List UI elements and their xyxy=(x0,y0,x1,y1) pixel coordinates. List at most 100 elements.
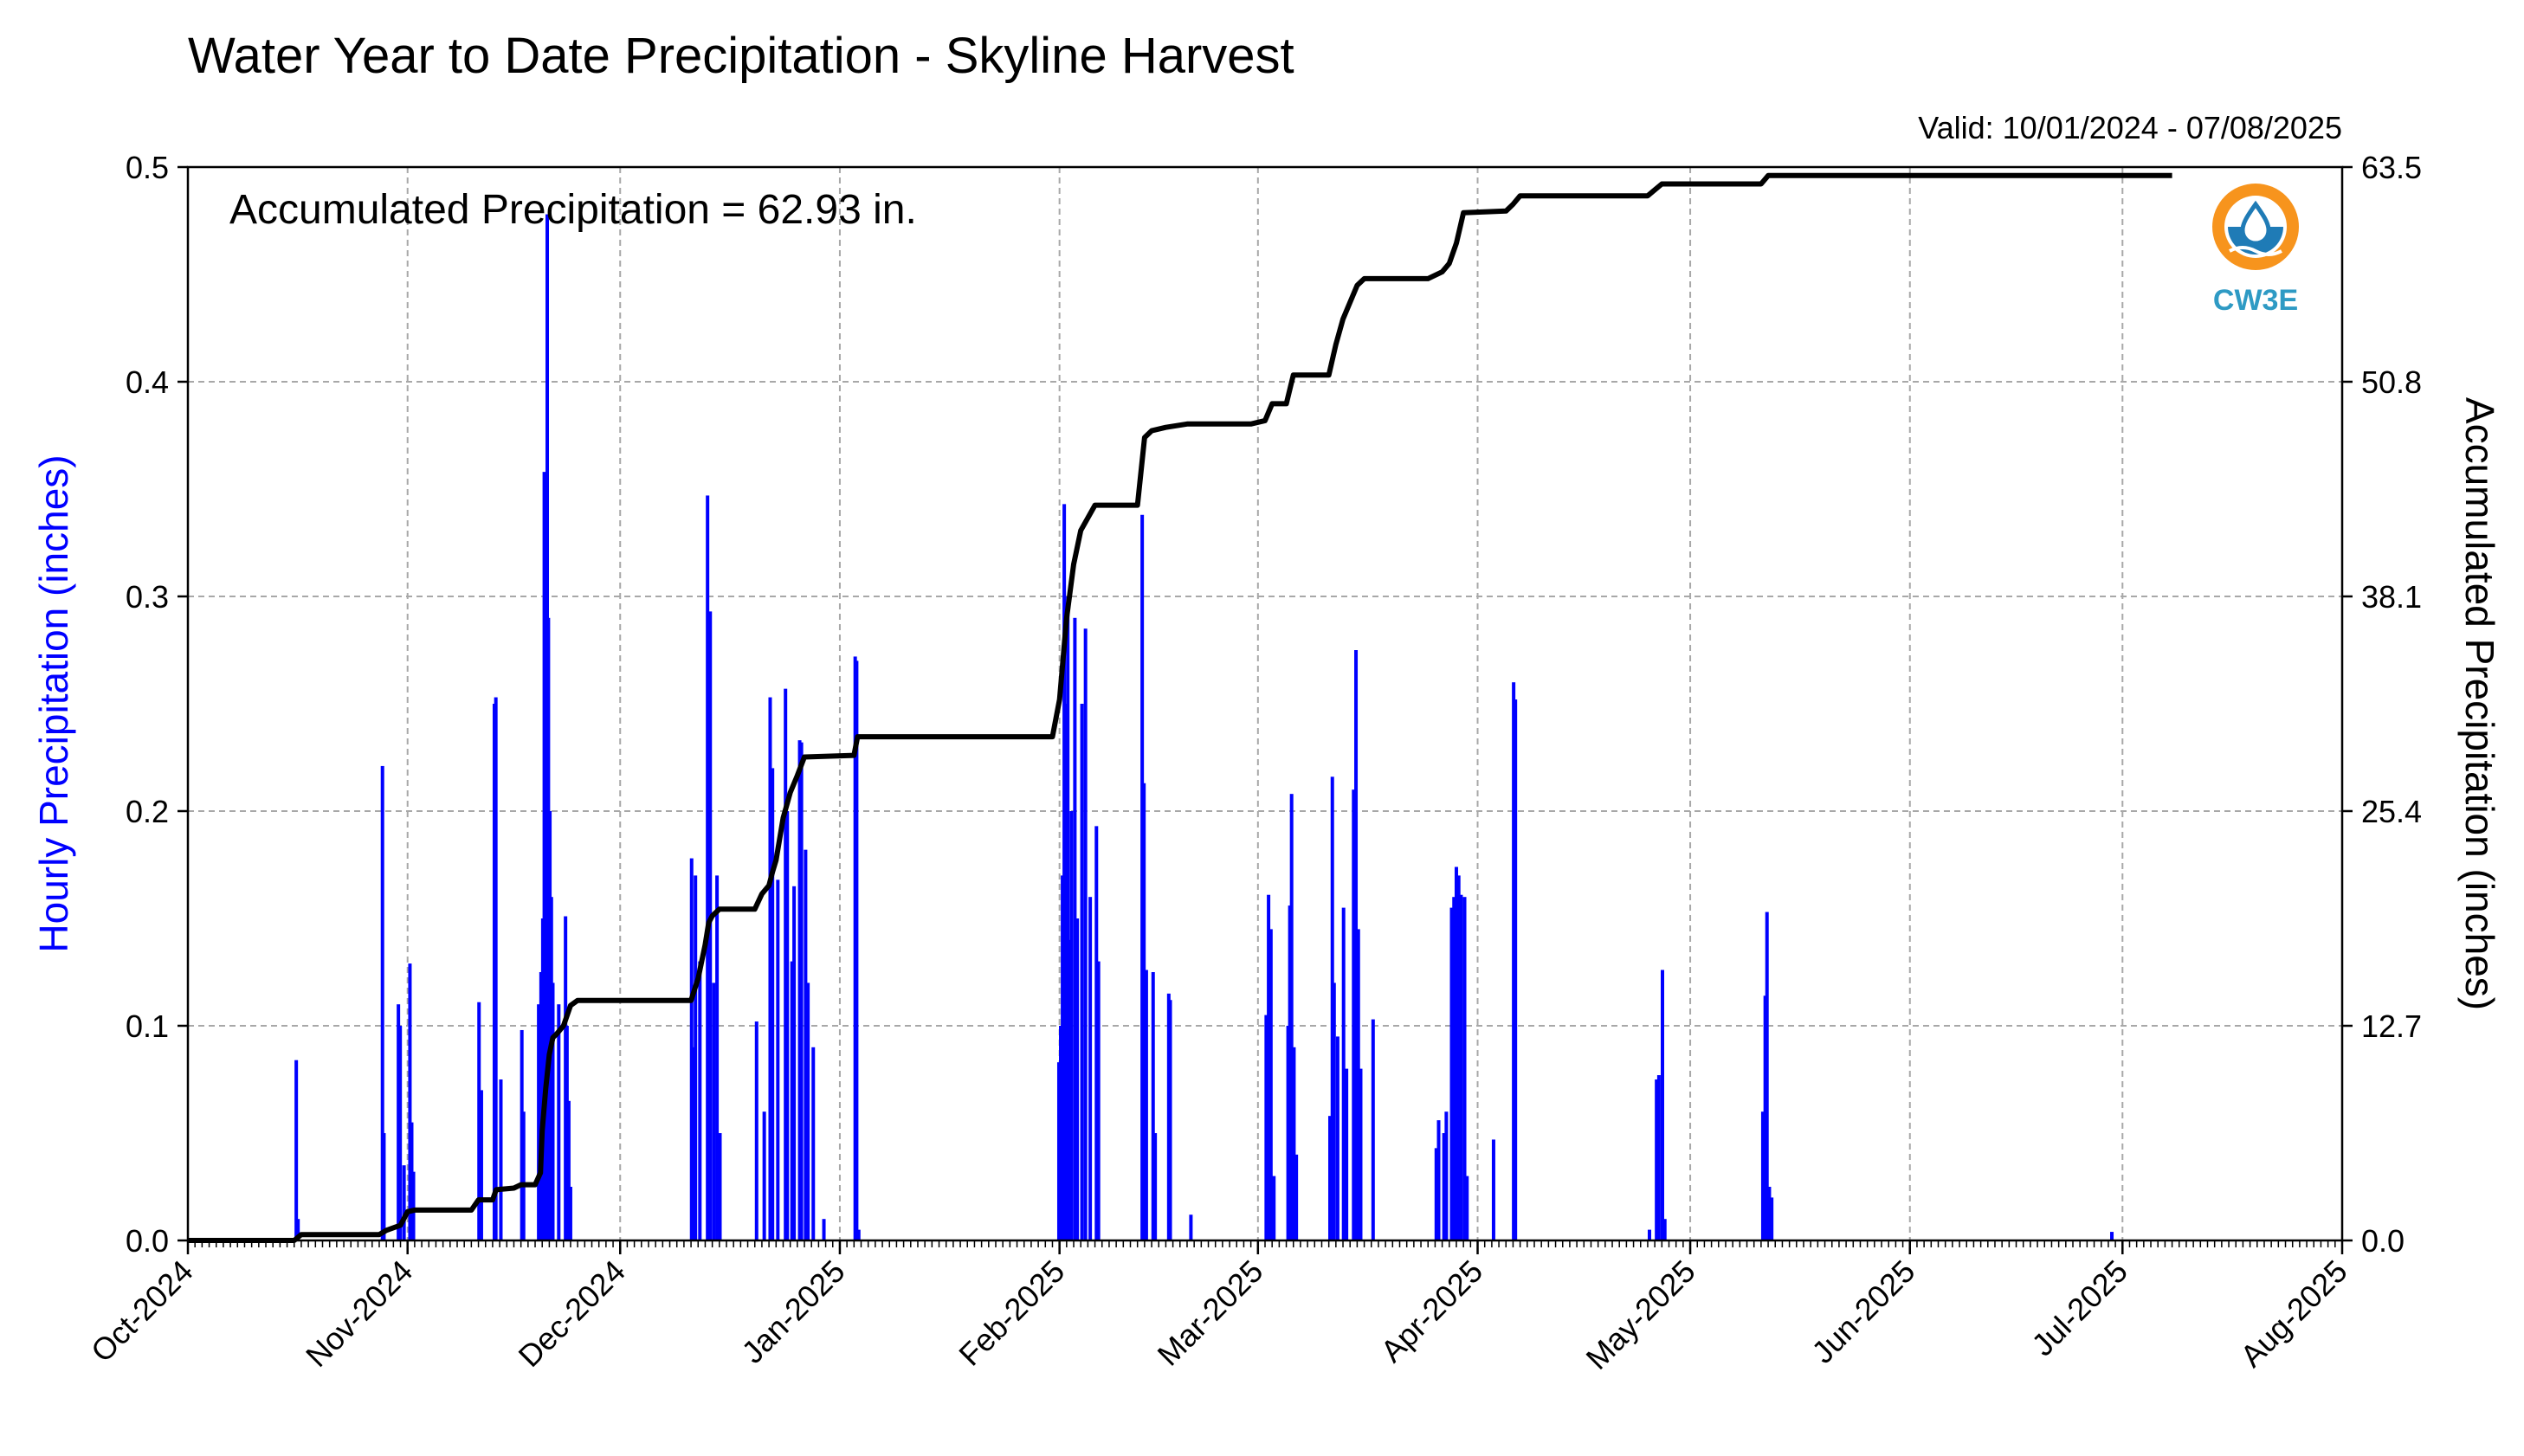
hourly-precip-bar xyxy=(1330,776,1334,1240)
chart-title: Water Year to Date Precipitation - Skyli… xyxy=(188,28,1294,84)
hourly-precip-bar xyxy=(568,1187,572,1240)
hourly-precip-bar xyxy=(1660,970,1664,1240)
hourly-precip-bar xyxy=(689,858,694,1240)
hourly-precip-bar xyxy=(698,961,702,1240)
y-right-tick-label: 12.7 xyxy=(2361,1008,2422,1044)
hourly-precip-bar xyxy=(410,1122,414,1240)
hourly-precip-bar xyxy=(296,1219,300,1240)
hourly-precip-bar xyxy=(1434,1148,1438,1240)
hourly-precip-bar xyxy=(785,811,790,1240)
hourly-precip-bar xyxy=(1332,982,1336,1240)
hourly-precip-bar xyxy=(715,875,720,1240)
hourly-precip-bar xyxy=(537,1004,541,1240)
hourly-precip-bar xyxy=(1142,783,1146,1240)
hourly-precip-bar xyxy=(1352,789,1356,1240)
hourly-precip-bar xyxy=(402,1165,406,1240)
hourly-precip-bar xyxy=(1140,514,1145,1240)
y-left-tick-label: 0.0 xyxy=(126,1223,169,1259)
hourly-precip-bar xyxy=(797,740,802,1240)
y-axis-right-label: Accumulated Precipitation (inches) xyxy=(2457,397,2502,1010)
hourly-precip-bar xyxy=(1442,1133,1446,1240)
hourly-precip-bar xyxy=(382,1133,386,1240)
hourly-precip-bar xyxy=(712,982,716,1240)
hourly-precip-bar xyxy=(799,742,804,1240)
hourly-precip-bar xyxy=(408,963,412,1240)
y-right-tick-label: 38.1 xyxy=(2361,579,2422,615)
hourly-precip-bar xyxy=(1272,1176,1276,1240)
hourly-precip-bar xyxy=(521,1111,526,1240)
y-axis-left-label: Hourly Precipitation (inches) xyxy=(31,454,76,952)
y-left-tick-label: 0.4 xyxy=(126,364,169,400)
hourly-precip-bar xyxy=(2110,1232,2114,1240)
y-left-tick-label: 0.5 xyxy=(126,150,169,185)
hourly-precip-bar xyxy=(380,765,384,1240)
hourly-precip-bar xyxy=(1153,1133,1158,1240)
hourly-precip-bar xyxy=(1144,970,1148,1240)
hourly-precip-bar xyxy=(1436,1120,1441,1240)
hourly-precip-bar xyxy=(1763,995,1767,1240)
hourly-precip-bar xyxy=(694,875,698,1240)
hourly-precip-bar xyxy=(1062,504,1067,1240)
y-left-tick-label: 0.1 xyxy=(126,1008,169,1044)
accumulated-precip-line-group xyxy=(188,172,2172,1243)
hourly-precip-bar xyxy=(1656,1075,1661,1240)
hourly-precip-bar xyxy=(479,1090,483,1240)
hourly-precip-bar xyxy=(1449,907,1454,1240)
hourly-precip-bar xyxy=(1264,1015,1268,1240)
hourly-precip-bar xyxy=(1094,826,1099,1240)
hourly-precip-bar xyxy=(551,982,555,1240)
hourly-precip-bar xyxy=(477,1002,481,1240)
hourly-precip-bar xyxy=(1288,905,1292,1240)
y-right-tick-label: 50.8 xyxy=(2361,364,2422,400)
hourly-precip-bar xyxy=(718,1133,722,1240)
hourly-precip-bar xyxy=(792,886,797,1240)
hourly-precip-bar xyxy=(1068,939,1072,1240)
logo-text: CW3E xyxy=(2213,284,2298,317)
accumulated-total-annotation: Accumulated Precipitation = 62.93 in. xyxy=(229,187,917,233)
hourly-precip-bar xyxy=(1080,704,1084,1240)
hourly-precip-bar xyxy=(1456,875,1461,1240)
hourly-precip-bar xyxy=(1189,1214,1193,1240)
hourly-precip-bar xyxy=(1655,1079,1659,1240)
hourly-precip-bar xyxy=(776,879,780,1240)
hourly-precip-bar xyxy=(856,1229,861,1240)
y-right-tick-label: 0.0 xyxy=(2361,1223,2405,1259)
hourly-precip-bar xyxy=(1354,650,1359,1240)
hourly-precip-bar xyxy=(1286,1026,1290,1240)
hourly-precip-bar xyxy=(1059,1026,1063,1240)
hourly-precip-bar xyxy=(1073,617,1077,1240)
hourly-precip-bar xyxy=(1459,894,1463,1240)
hourly-precip-bar xyxy=(494,697,498,1240)
hourly-precip-bar xyxy=(811,1047,816,1240)
hourly-precip-bar xyxy=(1765,912,1769,1240)
hourly-precip-bar xyxy=(1268,929,1273,1240)
hourly-precip-bar xyxy=(1760,1111,1765,1240)
hourly-precip-bar xyxy=(1462,897,1467,1240)
hourly-precip-bar xyxy=(790,961,794,1240)
hourly-precip-bar xyxy=(762,1111,766,1240)
hourly-precip-bar xyxy=(565,1026,569,1240)
hourly-precip-bar xyxy=(1662,1219,1667,1240)
hourly-precip-bar xyxy=(520,1029,524,1240)
hourly-precip-bar xyxy=(1356,929,1360,1240)
hourly-precip-bar xyxy=(1371,1019,1375,1240)
hourly-precip-bar xyxy=(1075,918,1080,1240)
hourly-precip-bar xyxy=(539,972,543,1240)
hourly-precip-bar xyxy=(855,660,859,1240)
hourly-precip-bar xyxy=(768,697,772,1240)
hourly-precip-bar xyxy=(1454,867,1458,1240)
hourly-precip-bar xyxy=(1294,1154,1299,1240)
hourly-precip-bar xyxy=(1088,897,1093,1240)
hourly-precip-bar xyxy=(1096,961,1101,1240)
hourly-precip-bar xyxy=(1359,1068,1363,1240)
cw3e-logo: CW3E xyxy=(2212,184,2299,317)
hourly-precip-bar xyxy=(822,1219,826,1240)
hourly-precip-bar xyxy=(784,688,788,1240)
hourly-precip-bar xyxy=(566,1100,571,1240)
hourly-precip-bars xyxy=(294,214,2114,1240)
hourly-precip-bar xyxy=(1168,1000,1172,1240)
hourly-precip-bar xyxy=(499,1079,503,1240)
hourly-precip-bar xyxy=(1514,699,1518,1240)
